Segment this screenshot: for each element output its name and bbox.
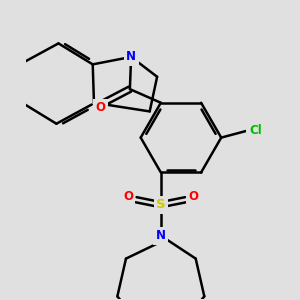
Text: N: N: [126, 50, 136, 63]
Text: O: O: [96, 101, 106, 114]
Text: O: O: [123, 190, 133, 203]
Text: S: S: [156, 198, 166, 211]
Text: Cl: Cl: [249, 124, 262, 137]
Text: N: N: [156, 229, 166, 242]
Text: O: O: [189, 190, 199, 203]
